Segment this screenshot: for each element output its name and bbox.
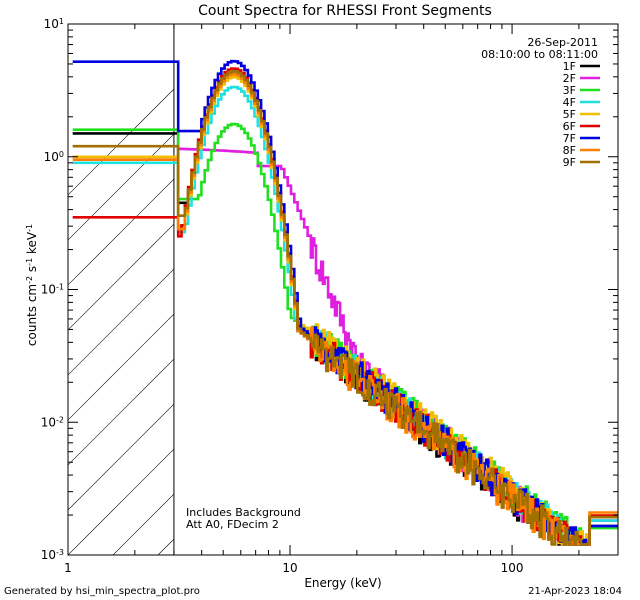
- legend-label-6f: 6F: [563, 120, 576, 133]
- footer-timestamp: 21-Apr-2023 18:04: [528, 586, 622, 597]
- legend-label-3f: 3F: [563, 84, 576, 97]
- hatch-mask: [173, 24, 618, 555]
- chart-title: Count Spectra for RHESSI Front Segments: [198, 3, 492, 19]
- x-tick-label: 100: [501, 561, 524, 575]
- legend-label-5f: 5F: [563, 108, 576, 121]
- x-tick-label: 1: [64, 561, 72, 575]
- series-lines: [72, 59, 618, 546]
- observation-date: 26-Sep-2011: [527, 36, 598, 49]
- y-tick-label: 101: [44, 17, 64, 32]
- legend-label-2f: 2F: [563, 72, 576, 85]
- legend-label-1f: 1F: [563, 60, 576, 73]
- legend-label-9f: 9F: [563, 156, 576, 169]
- y-tick-label: 10-2: [41, 415, 64, 430]
- x-axis: 1 10 100: [64, 24, 619, 575]
- excluded-energy-hatch: [68, 24, 618, 555]
- legend-label-4f: 4F: [563, 96, 576, 109]
- time-range: 08:10:00 to 08:11:00: [481, 48, 598, 61]
- y-tick-label: 100: [44, 149, 64, 164]
- annotation-background: Includes Background: [186, 506, 301, 519]
- legend-label-7f: 7F: [563, 132, 576, 145]
- series-line-9f: [72, 70, 618, 546]
- legend-label-8f: 8F: [563, 144, 576, 157]
- footer-generated-by: Generated by hsi_min_spectra_plot.pro: [4, 586, 200, 597]
- x-tick-label: 10: [282, 561, 297, 575]
- y-axis: 10-3 10-2 10-1 100 101: [41, 17, 618, 563]
- y-tick-label: 10-3: [41, 548, 64, 563]
- x-axis-label: Energy (keV): [304, 576, 381, 590]
- annotation-attenuator: Att A0, FDecim 2: [186, 518, 279, 531]
- y-tick-label: 10-1: [41, 282, 64, 297]
- y-axis-label: counts cm-2 s-1 keV-1: [25, 224, 40, 346]
